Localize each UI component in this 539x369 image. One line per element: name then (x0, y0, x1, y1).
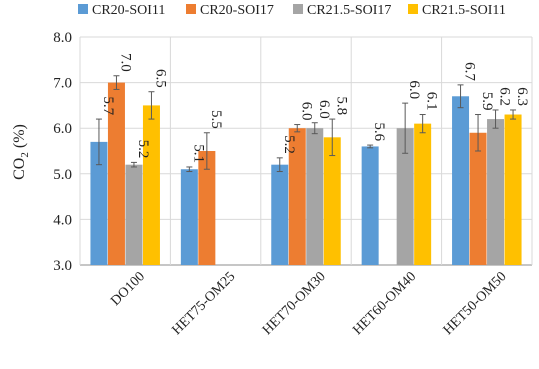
y-tick-label: 6.0 (53, 121, 72, 137)
bar (323, 137, 341, 265)
bar (271, 164, 289, 265)
y-axis-title-rest: (%) (11, 124, 28, 152)
bar (198, 151, 216, 265)
bar (107, 82, 125, 265)
y-tick-label: 8.0 (53, 30, 72, 46)
data-label: 5.2 (281, 135, 297, 154)
legend-label: CR20-SOI17 (200, 3, 274, 18)
bar (469, 132, 487, 265)
legend-label: CR21.5-SOI11 (422, 3, 506, 18)
data-label: 5.6 (371, 122, 387, 141)
data-label: 6.0 (298, 102, 314, 121)
category-label: HET70-OM30 (260, 269, 329, 338)
data-label: 6.1 (424, 92, 440, 111)
legend: CR20-SOI11 CR20-SOI17 CR21.5-SOI17 CR21.5-S… (78, 3, 506, 18)
bar (414, 123, 432, 265)
data-label: 7.0 (117, 53, 133, 72)
bar (90, 141, 108, 265)
data-label: 5.8 (333, 96, 349, 115)
data-labels: 5.77.05.26.55.15.55.26.0 6.0 5.85.66.06.16… (100, 53, 530, 163)
y-tick-label: 4.0 (53, 212, 72, 228)
legend-swatch (408, 4, 418, 14)
bar (306, 128, 324, 265)
data-label: 6.0 (316, 100, 332, 119)
bar (180, 169, 198, 265)
category-separators (79, 37, 533, 265)
bar (288, 128, 306, 265)
data-label: 6.2 (497, 87, 513, 106)
category-label: HET50-OM50 (441, 269, 510, 338)
data-label: 6.5 (152, 69, 168, 88)
data-label: 5.5 (208, 110, 224, 129)
category-label: HET60-OM40 (350, 269, 419, 338)
legend-swatch (186, 4, 196, 14)
bar (487, 119, 505, 265)
bar (142, 105, 160, 266)
data-label: 6.3 (514, 87, 530, 106)
category-label: HET75-OM25 (170, 269, 239, 338)
category-label: DO100 (108, 269, 148, 309)
data-label: 5.9 (479, 92, 495, 111)
y-axis-ticks: 3.0 4.0 5.0 6.0 7.0 8.0 (53, 30, 72, 274)
data-label: 5.7 (100, 96, 116, 115)
bar (396, 128, 414, 265)
y-axis-title-subscript: 2 (19, 152, 31, 158)
y-axis-title-main: CO (11, 158, 28, 180)
legend-swatch (293, 4, 303, 14)
legend-label: CR21.5-SOI17 (307, 3, 391, 18)
bar (125, 164, 143, 265)
y-tick-label: 3.0 (53, 258, 72, 274)
error-bars (95, 75, 517, 173)
bars (90, 82, 522, 266)
bar (504, 114, 522, 266)
y-axis-title: CO2 (%) (11, 124, 31, 180)
data-label: 5.2 (135, 140, 151, 159)
bar (361, 146, 379, 265)
data-label: 6.7 (462, 62, 478, 81)
legend-swatch (78, 4, 88, 14)
data-label: 5.1 (190, 144, 206, 163)
legend-label: CR20-SOI11 (92, 3, 165, 18)
y-tick-label: 7.0 (53, 76, 72, 92)
x-axis-category-labels: DO100 HET75-OM25 HET70-OM30 HET60-OM40 HET50… (108, 269, 509, 338)
bar (452, 96, 470, 265)
data-label: 6.0 (406, 80, 422, 99)
y-tick-label: 5.0 (53, 167, 72, 183)
